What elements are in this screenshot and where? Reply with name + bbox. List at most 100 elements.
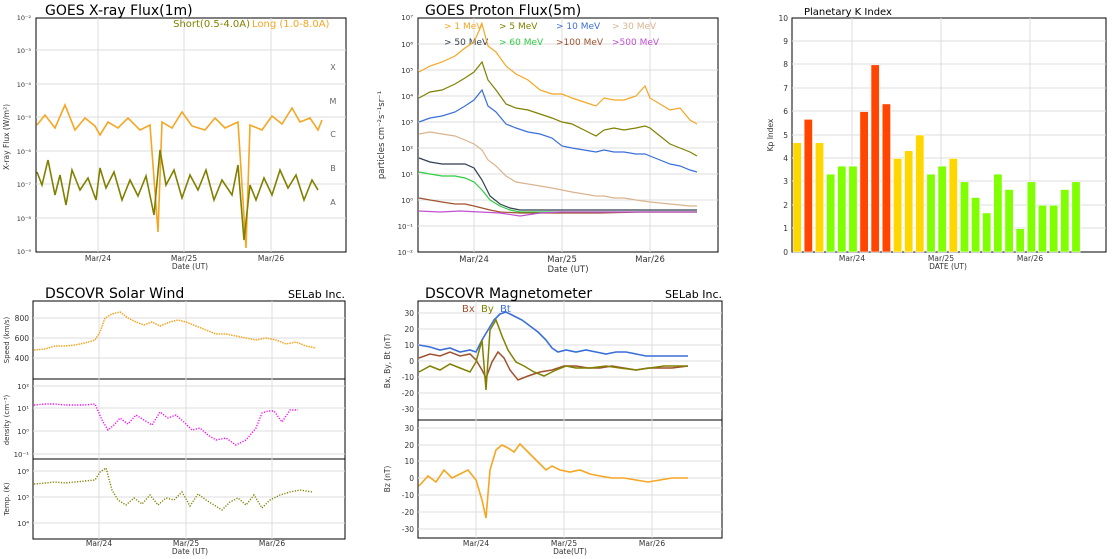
- proton-series-1mev: [418, 22, 698, 125]
- speed-axis-label: Speed (km/s): [3, 316, 11, 363]
- xray-x-axis-label: Date (UT): [172, 262, 208, 271]
- proton-title: GOES Proton Flux(5m): [425, 3, 581, 19]
- xray-legend-short: Short(0.5-4.0A): [173, 19, 250, 30]
- proton-legend-10mev: > 10 MeV: [556, 22, 601, 32]
- kp-bar: [870, 64, 880, 253]
- mag-x-ticks: Mar/24 Mar/25 Mar/26: [463, 539, 665, 548]
- kp-ytick: 9: [783, 37, 788, 46]
- xray-title: GOES X-ray Flux(1m): [45, 3, 193, 19]
- mag-top-ytick: 30: [404, 309, 414, 318]
- kp-bar: [881, 103, 891, 253]
- mag-bt-series: [418, 311, 688, 357]
- proton-ytick: 10³: [401, 119, 413, 127]
- xray-ytick: 10⁻⁷: [17, 181, 32, 189]
- proton-series-100mev: [418, 197, 697, 214]
- mag-top-ytick: 0: [409, 357, 414, 366]
- mag-x-axis-label: Date(UT): [553, 547, 587, 556]
- mag-top-ytick: 20: [404, 325, 414, 334]
- xray-xtick: Mar/26: [258, 254, 284, 263]
- kp-bar: [1026, 181, 1036, 253]
- solarwind-plot-frame: [32, 300, 346, 540]
- xray-ytick: 10⁻⁴: [17, 81, 32, 89]
- kp-bar: [837, 165, 847, 253]
- kp-x-ticks: Mar/24 Mar/25 Mar/26: [839, 254, 1043, 263]
- mag-bz-ytick: 20: [404, 441, 414, 450]
- mag-top-axis-label: Bx, By, Bt (nT): [383, 334, 392, 388]
- kp-bar: [893, 158, 903, 253]
- kp-xtick: Mar/26: [1017, 254, 1043, 263]
- mag-bz-ytick: -10: [402, 491, 414, 500]
- temp-ytick: 10⁴: [17, 520, 29, 528]
- proton-legend-60mev: > 60 MeV: [499, 38, 544, 48]
- kp-bar: [993, 173, 1003, 253]
- mag-top-ticks: 30 20 10 0 -10 -20 -30: [402, 309, 414, 414]
- proton-legend-100mev: >100 MeV: [556, 38, 604, 48]
- xray-class-b: B: [330, 164, 336, 173]
- kp-bar: [859, 111, 869, 253]
- proton-xtick: Mar/24: [459, 255, 489, 265]
- proton-ytick: 10¹: [401, 171, 413, 179]
- kp-bar: [1060, 189, 1070, 253]
- xray-legend-long: Long (1.0-8.0A): [252, 19, 330, 30]
- solarwind-temp-ticks: 10⁶ 10⁵ 10⁴: [17, 468, 29, 528]
- kp-bar: [848, 165, 858, 253]
- mag-bz-ytick: 30: [404, 424, 414, 433]
- mag-bz-ytick: 0: [409, 474, 414, 483]
- proton-x-axis-label: Date (UT): [547, 265, 588, 275]
- mag-bz-axis-label: Bz (nT): [383, 466, 392, 493]
- kp-x-axis-label: DATE (UT): [929, 262, 967, 271]
- mag-xtick: Mar/24: [463, 539, 489, 548]
- proton-y-ticks: 10⁷ 10⁶ 10⁵ 10⁴ 10³ 10² 10¹ 10⁰ 10⁻¹ 10⁻…: [398, 14, 414, 257]
- kp-bar: [937, 165, 947, 253]
- temp-axis-label: Temp. (K): [3, 482, 11, 516]
- kp-bar: [1015, 228, 1025, 253]
- kp-ytick: 7: [783, 84, 788, 93]
- mag-top-ytick: -10: [402, 373, 414, 382]
- xray-xtick: Mar/24: [85, 254, 111, 263]
- xray-ytick: 10⁻²: [17, 14, 32, 22]
- kp-bar: [948, 158, 958, 253]
- proton-ytick: 10⁶: [401, 41, 413, 49]
- xray-ytick: 10⁻⁶: [17, 148, 32, 156]
- proton-series-10mev: [418, 88, 698, 173]
- solarwind-xtick: Mar/24: [86, 539, 112, 548]
- kp-panel: Planetary K Index 10 9 8 7 6 5 4 3 2 1 0…: [766, 7, 1107, 271]
- xray-panel: GOES X-ray Flux(1m) 10⁻² 10⁻³ 10⁻⁴ 10⁻⁵ …: [2, 3, 347, 271]
- solarwind-panel: DSCOVR Solar Wind SELab Inc. 800 600 400…: [3, 286, 346, 556]
- proton-xtick: Mar/25: [547, 255, 577, 265]
- proton-ytick: 10⁻¹: [398, 223, 414, 231]
- mag-by-series: [418, 318, 688, 391]
- mag-xtick: Mar/26: [639, 539, 665, 548]
- kp-ytick: 4: [783, 154, 788, 163]
- proton-series-30mev: [418, 131, 697, 207]
- xray-x-ticks: Mar/24 Mar/25 Mar/26: [85, 254, 284, 263]
- mag-bz-series: [418, 442, 688, 519]
- proton-ytick: 10²: [401, 145, 413, 153]
- kp-bar: [1049, 204, 1059, 253]
- kp-title: Planetary K Index: [804, 7, 892, 18]
- xray-class-x: X: [330, 63, 336, 72]
- kp-bar: [792, 142, 802, 253]
- proton-series-500mev: [418, 210, 697, 217]
- density-ytick: 10¹: [17, 405, 29, 413]
- kp-ytick: 8: [783, 60, 788, 69]
- proton-ytick: 10⁰: [401, 197, 413, 205]
- mag-top-ytick: 10: [404, 341, 414, 350]
- xray-plot-frame: [35, 17, 347, 253]
- kp-bars: [792, 64, 1081, 253]
- kp-xtick: Mar/25: [928, 254, 954, 263]
- xray-ytick: 10⁻⁵: [17, 114, 32, 122]
- proton-ytick: 10⁷: [401, 14, 413, 22]
- mag-bz-ytick: -20: [402, 508, 414, 517]
- mag-gridlines: [418, 301, 722, 538]
- mag-xtick: Mar/25: [551, 539, 577, 548]
- kp-xtick: Mar/24: [839, 254, 865, 263]
- density-ytick: 10⁰: [17, 428, 29, 436]
- mag-title: DSCOVR Magnetometer: [425, 286, 592, 302]
- kp-bar: [814, 142, 824, 253]
- xray-class-c: C: [330, 130, 336, 139]
- mag-legend-by: By: [481, 304, 494, 315]
- kp-bar: [904, 150, 914, 253]
- kp-ytick: 1: [783, 224, 788, 233]
- mag-bz-ytick: -30: [402, 525, 414, 534]
